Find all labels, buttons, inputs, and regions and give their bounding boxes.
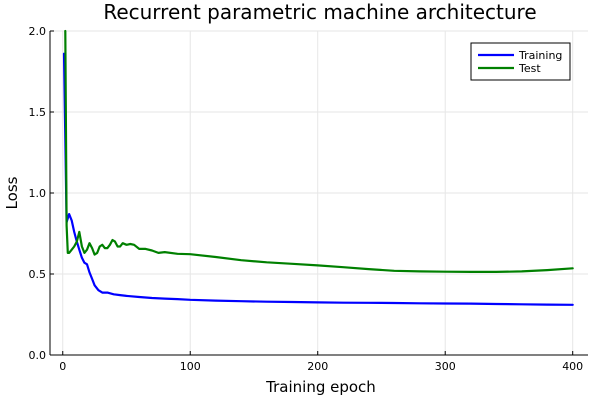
y-tick-label: 1.5 [29,106,47,119]
x-tick-label: 400 [562,360,583,373]
x-tick-label: 100 [180,360,201,373]
y-tick-label: 2.0 [29,25,47,38]
legend-box [470,42,571,81]
legend: Training Test [470,42,571,81]
ticks-layer: 0 100 200 300 400 0.0 0.5 1.0 1.5 2.0 [29,25,584,373]
y-tick-label: 0.0 [29,349,47,362]
x-tick-label: 200 [307,360,328,373]
series-line-training [62,52,574,306]
legend-label-test: Test [518,62,541,75]
series-line-test [64,29,574,273]
x-tick-label: 0 [59,360,66,373]
chart-title: Recurrent parametric machine architectur… [103,0,536,24]
y-tick-label: 1.0 [29,187,47,200]
x-tick-label: 300 [435,360,456,373]
y-axis-label: Loss [3,176,21,209]
x-axis-label: Training epoch [265,378,376,396]
series-layer [62,29,574,306]
y-tick-label: 0.5 [29,268,47,281]
legend-label-training: Training [518,49,562,62]
